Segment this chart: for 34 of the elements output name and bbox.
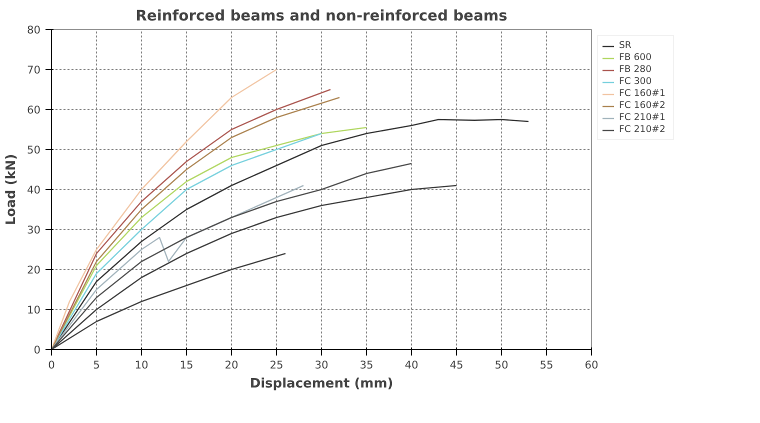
x-tick-label: 40 <box>404 358 418 372</box>
x-tick-label: 45 <box>450 358 464 372</box>
y-tick-label: 40 <box>26 184 41 196</box>
x-tick-label: 35 <box>360 358 374 372</box>
legend-label: FC 160#2 <box>619 100 666 111</box>
legend-label: FB 280 <box>619 64 653 75</box>
y-tick-label: 60 <box>26 104 41 116</box>
x-tick-label: 10 <box>134 358 148 372</box>
y-tick-label: 70 <box>26 64 41 76</box>
legend-label: FC 210#2 <box>619 124 666 135</box>
x-tick-label: 55 <box>540 358 554 372</box>
y-tick-label: 80 <box>26 24 41 36</box>
y-axis-title: Load (kN) <box>4 154 19 226</box>
x-tick-label: 30 <box>314 358 328 372</box>
legend-label: FB 600 <box>619 52 653 63</box>
x-tick-label: 20 <box>224 358 238 372</box>
legend-label: FC 210#1 <box>619 112 666 123</box>
x-tick-label: 60 <box>584 358 598 372</box>
x-tick-label: 50 <box>494 358 508 372</box>
y-tick-label: 50 <box>26 144 41 156</box>
y-tick-label: 30 <box>26 224 41 236</box>
x-tick-label: 5 <box>93 358 100 372</box>
legend-label: FC 300 <box>619 76 653 87</box>
legend-label: FC 160#1 <box>619 88 666 99</box>
x-tick-label: 15 <box>180 358 194 372</box>
legend-label: SR <box>619 40 632 51</box>
y-tick-label: 10 <box>26 304 41 316</box>
line-series <box>52 68 278 350</box>
chart-title: Reinforced beams and non-reinforced beams <box>136 8 508 24</box>
x-axis-title: Displacement (mm) <box>250 376 394 392</box>
y-tick-label: 0 <box>34 344 41 356</box>
x-tick-label: 25 <box>270 358 284 372</box>
x-tick-label: 0 <box>48 358 56 372</box>
y-tick-label: 20 <box>26 264 41 276</box>
